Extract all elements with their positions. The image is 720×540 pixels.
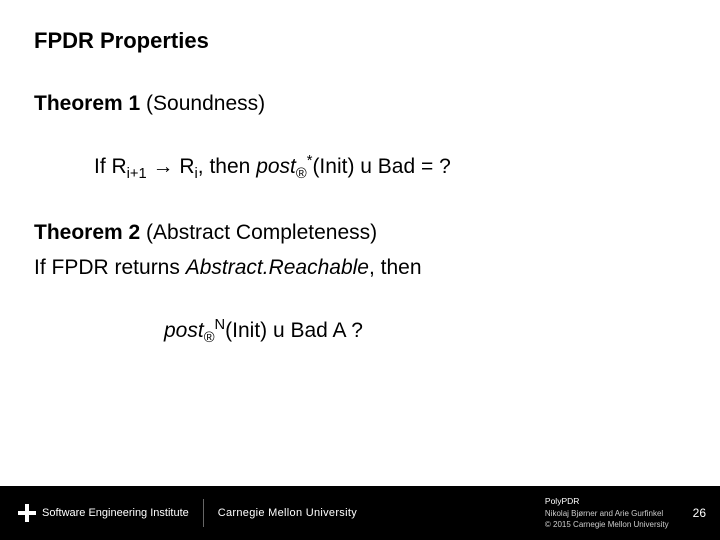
- footer-authors: Nikolaj Bjørner and Arie Gurfinkel: [545, 509, 669, 519]
- t1-sub1: i+1: [127, 167, 147, 183]
- footer-divider: [203, 499, 204, 527]
- t2-sub: ®: [204, 330, 215, 346]
- t2-rest: (Init) u Bad A ?: [225, 319, 363, 342]
- t1-arrow: → R: [147, 155, 195, 178]
- t1-rest: (Init) u Bad = ?: [312, 155, 450, 178]
- footer-bar: Software Engineering Institute Carnegie …: [0, 486, 720, 540]
- t2-l2c: , then: [369, 256, 422, 279]
- sei-logo-text: Software Engineering Institute: [42, 507, 189, 519]
- slide: FPDR Properties Theorem 1 (Soundness) If…: [0, 0, 720, 540]
- t1-mid: , then: [198, 155, 256, 178]
- theorem1-heading: Theorem 1 (Soundness): [34, 90, 686, 118]
- theorem2-line2: If FPDR returns Abstract.Reachable, then: [34, 254, 686, 282]
- footer-right: PolyPDR Nikolaj Bjørner and Arie Gurfink…: [545, 496, 720, 529]
- t2-sup: N: [215, 317, 226, 333]
- sei-logo: Software Engineering Institute: [18, 504, 189, 522]
- footer-talk-title: PolyPDR: [545, 496, 669, 506]
- theorem1-statement: If Ri+1 → Ri, then post®*(Init) u Bad = …: [94, 152, 686, 185]
- t1-post: post: [256, 155, 296, 178]
- t2-post: post: [164, 319, 204, 342]
- slide-title: FPDR Properties: [34, 28, 209, 54]
- cmu-logo-text: Carnegie Mellon University: [218, 507, 357, 519]
- footer-meta: PolyPDR Nikolaj Bjørner and Arie Gurfink…: [545, 496, 669, 529]
- slide-body: Theorem 1 (Soundness) If Ri+1 → Ri, then…: [34, 90, 686, 355]
- theorem1-label: Theorem 1: [34, 92, 140, 115]
- t1-prefix: If R: [94, 155, 127, 178]
- sei-logo-icon: [18, 504, 36, 522]
- theorem2-heading: Theorem 2 (Abstract Completeness): [34, 219, 686, 247]
- footer-left: Software Engineering Institute Carnegie …: [0, 499, 357, 527]
- t1-postsub: ®: [296, 167, 307, 183]
- theorem2-label: Theorem 2: [34, 221, 140, 244]
- page-number: 26: [693, 506, 706, 520]
- theorem2-expression: post®N(Init) u Bad A ?: [164, 316, 686, 349]
- theorem1-name: (Soundness): [146, 92, 265, 115]
- t2-l2b: Abstract.Reachable: [186, 256, 369, 279]
- theorem2-name: (Abstract Completeness): [146, 221, 377, 244]
- t2-l2a: If FPDR returns: [34, 256, 186, 279]
- footer-copyright: © 2015 Carnegie Mellon University: [545, 520, 669, 530]
